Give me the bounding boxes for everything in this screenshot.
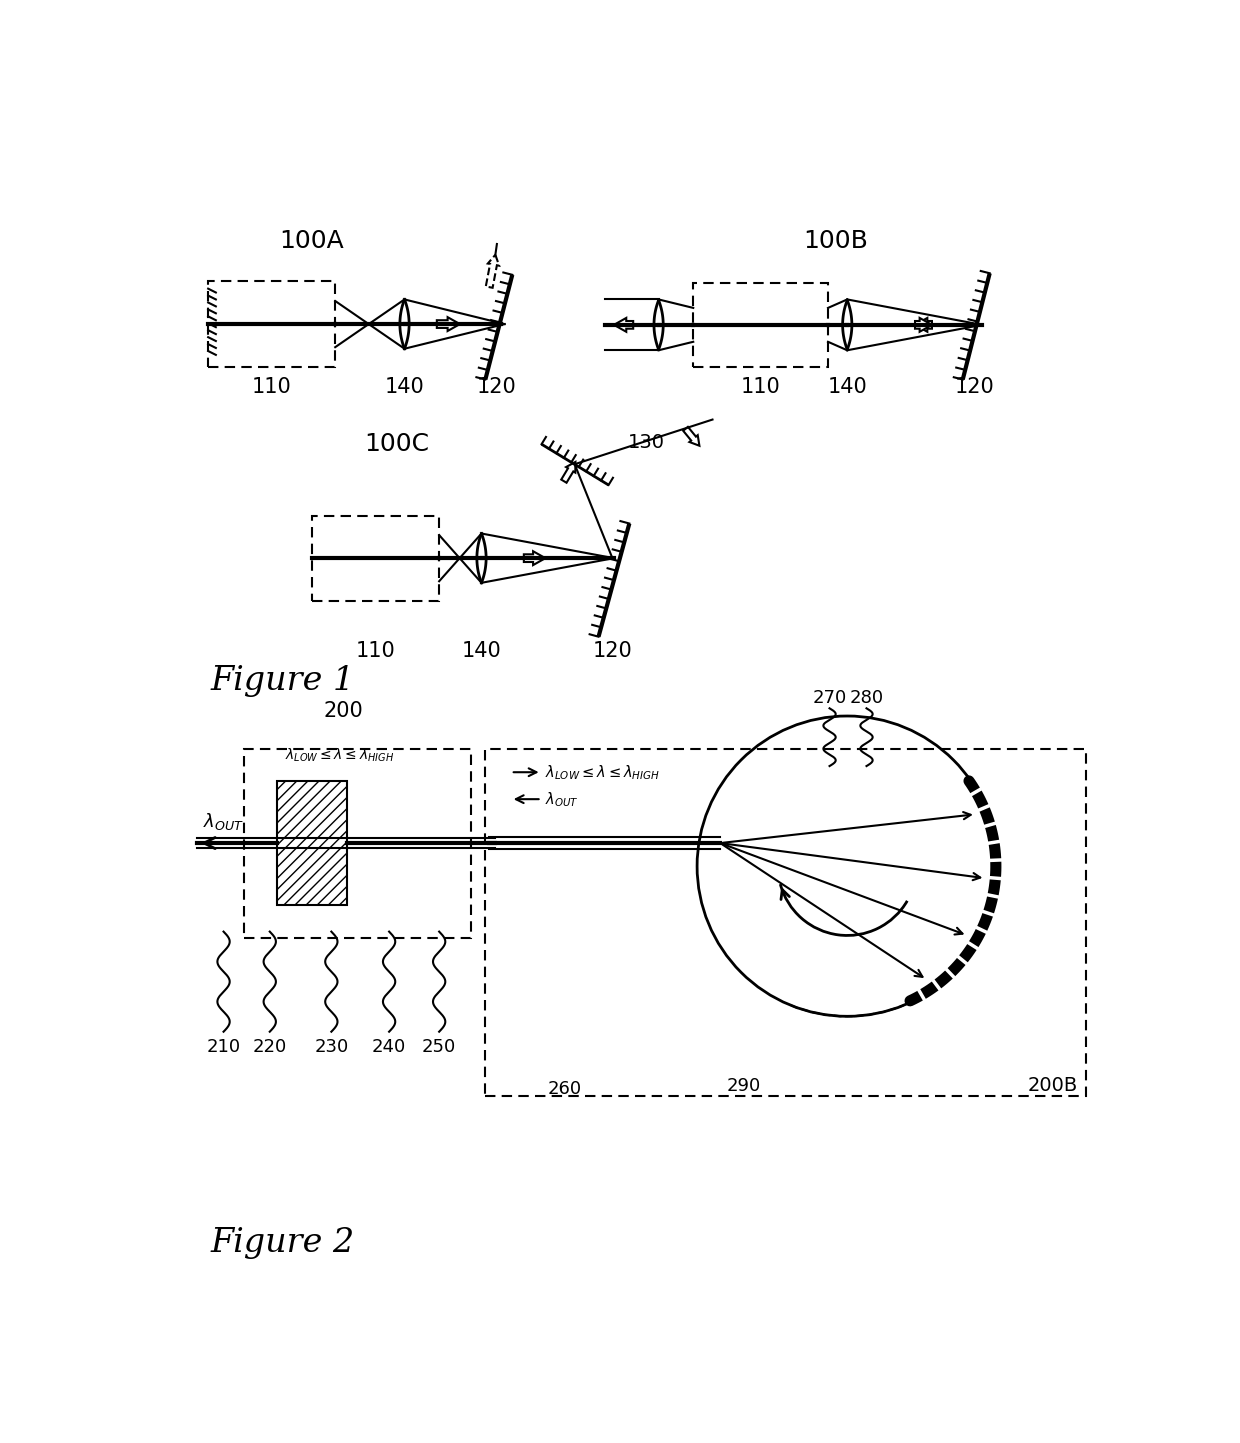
Text: $\lambda_{LOW}\leq\lambda\leq\lambda_{HIGH}$: $\lambda_{LOW}\leq\lambda\leq\lambda_{HI… <box>546 763 661 782</box>
Text: 290: 290 <box>727 1076 760 1095</box>
Text: 100A: 100A <box>280 229 345 253</box>
FancyArrow shape <box>915 317 932 332</box>
Text: 120: 120 <box>477 377 517 397</box>
Text: 240: 240 <box>372 1038 407 1056</box>
Text: 260: 260 <box>548 1081 582 1098</box>
Text: 100B: 100B <box>804 229 868 253</box>
Bar <box>278 782 347 905</box>
Text: 130: 130 <box>627 433 665 452</box>
Text: 230: 230 <box>314 1038 348 1056</box>
Text: 250: 250 <box>422 1038 456 1056</box>
Text: $\lambda_{OUT}$: $\lambda_{OUT}$ <box>203 811 244 833</box>
FancyArrow shape <box>436 317 460 330</box>
FancyArrow shape <box>562 462 575 483</box>
FancyArrow shape <box>915 317 932 332</box>
Text: 140: 140 <box>461 641 501 661</box>
Bar <box>208 281 335 367</box>
Text: 200: 200 <box>324 701 363 720</box>
Text: Figure 2: Figure 2 <box>211 1228 355 1260</box>
Text: $\lambda_{LOW}\leq\lambda\leq\lambda_{HIGH}$: $\lambda_{LOW}\leq\lambda\leq\lambda_{HI… <box>285 746 394 763</box>
Bar <box>312 515 439 600</box>
Text: 140: 140 <box>827 377 867 397</box>
Text: 100C: 100C <box>365 433 429 456</box>
FancyArrow shape <box>614 317 634 332</box>
Bar <box>244 749 471 938</box>
FancyArrow shape <box>683 427 699 446</box>
FancyArrow shape <box>486 255 500 287</box>
Text: 280: 280 <box>849 690 884 707</box>
Text: 140: 140 <box>384 377 424 397</box>
Text: 270: 270 <box>812 690 847 707</box>
Text: 210: 210 <box>207 1038 241 1056</box>
Text: 220: 220 <box>253 1038 286 1056</box>
Text: 200B: 200B <box>1028 1076 1079 1095</box>
FancyArrow shape <box>523 551 546 566</box>
Bar <box>693 283 828 367</box>
Text: 110: 110 <box>252 377 291 397</box>
Bar <box>485 749 1086 1095</box>
Text: 110: 110 <box>356 641 396 661</box>
Text: $\lambda_{OUT}$: $\lambda_{OUT}$ <box>546 789 579 808</box>
Text: 110: 110 <box>742 377 781 397</box>
Text: 120: 120 <box>593 641 632 661</box>
Text: Figure 1: Figure 1 <box>211 665 355 697</box>
Text: 120: 120 <box>955 377 994 397</box>
